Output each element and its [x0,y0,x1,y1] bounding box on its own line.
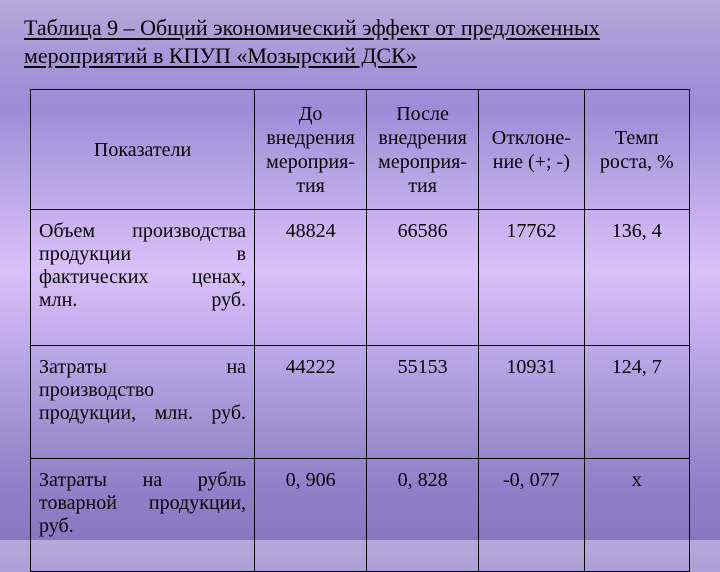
cell-after: 66586 [367,210,479,346]
cell-deviation: 10931 [479,346,584,459]
col-header-indicators: Показатели [31,90,255,210]
economic-effect-table: Показатели До внедрения мероприя-тия Пос… [30,89,690,572]
col-header-growth: Темп роста, % [584,90,689,210]
cell-indicator: Затраты на производство продукции, млн. … [31,346,255,459]
slide-title-area: Таблица 9 – Общий экономический эффект о… [0,0,720,79]
cell-after: 0, 828 [367,459,479,572]
table-header-row: Показатели До внедрения мероприя-тия Пос… [31,90,690,210]
cell-growth: 136, 4 [584,210,689,346]
col-header-before: До внедрения мероприя-тия [255,90,367,210]
cell-before: 44222 [255,346,367,459]
cell-growth: 124, 7 [584,346,689,459]
cell-indicator: Объем производства продукции в фактическ… [31,210,255,346]
table-row: Затраты на рубль товарной продукции, руб… [31,459,690,572]
cell-indicator: Затраты на рубль товарной продукции, руб… [31,459,255,572]
cell-deviation: 17762 [479,210,584,346]
cell-deviation: -0, 077 [479,459,584,572]
cell-after: 55153 [367,346,479,459]
table-wrapper: Показатели До внедрения мероприя-тия Пос… [0,79,720,572]
col-header-after: После внедрения мероприя-тия [367,90,479,210]
table-row: Затраты на производство продукции, млн. … [31,346,690,459]
table-row: Объем производства продукции в фактическ… [31,210,690,346]
col-header-deviation: Отклоне-ние (+; -) [479,90,584,210]
cell-growth: х [584,459,689,572]
slide-title: Таблица 9 – Общий экономический эффект о… [24,14,696,69]
cell-before: 0, 906 [255,459,367,572]
cell-before: 48824 [255,210,367,346]
